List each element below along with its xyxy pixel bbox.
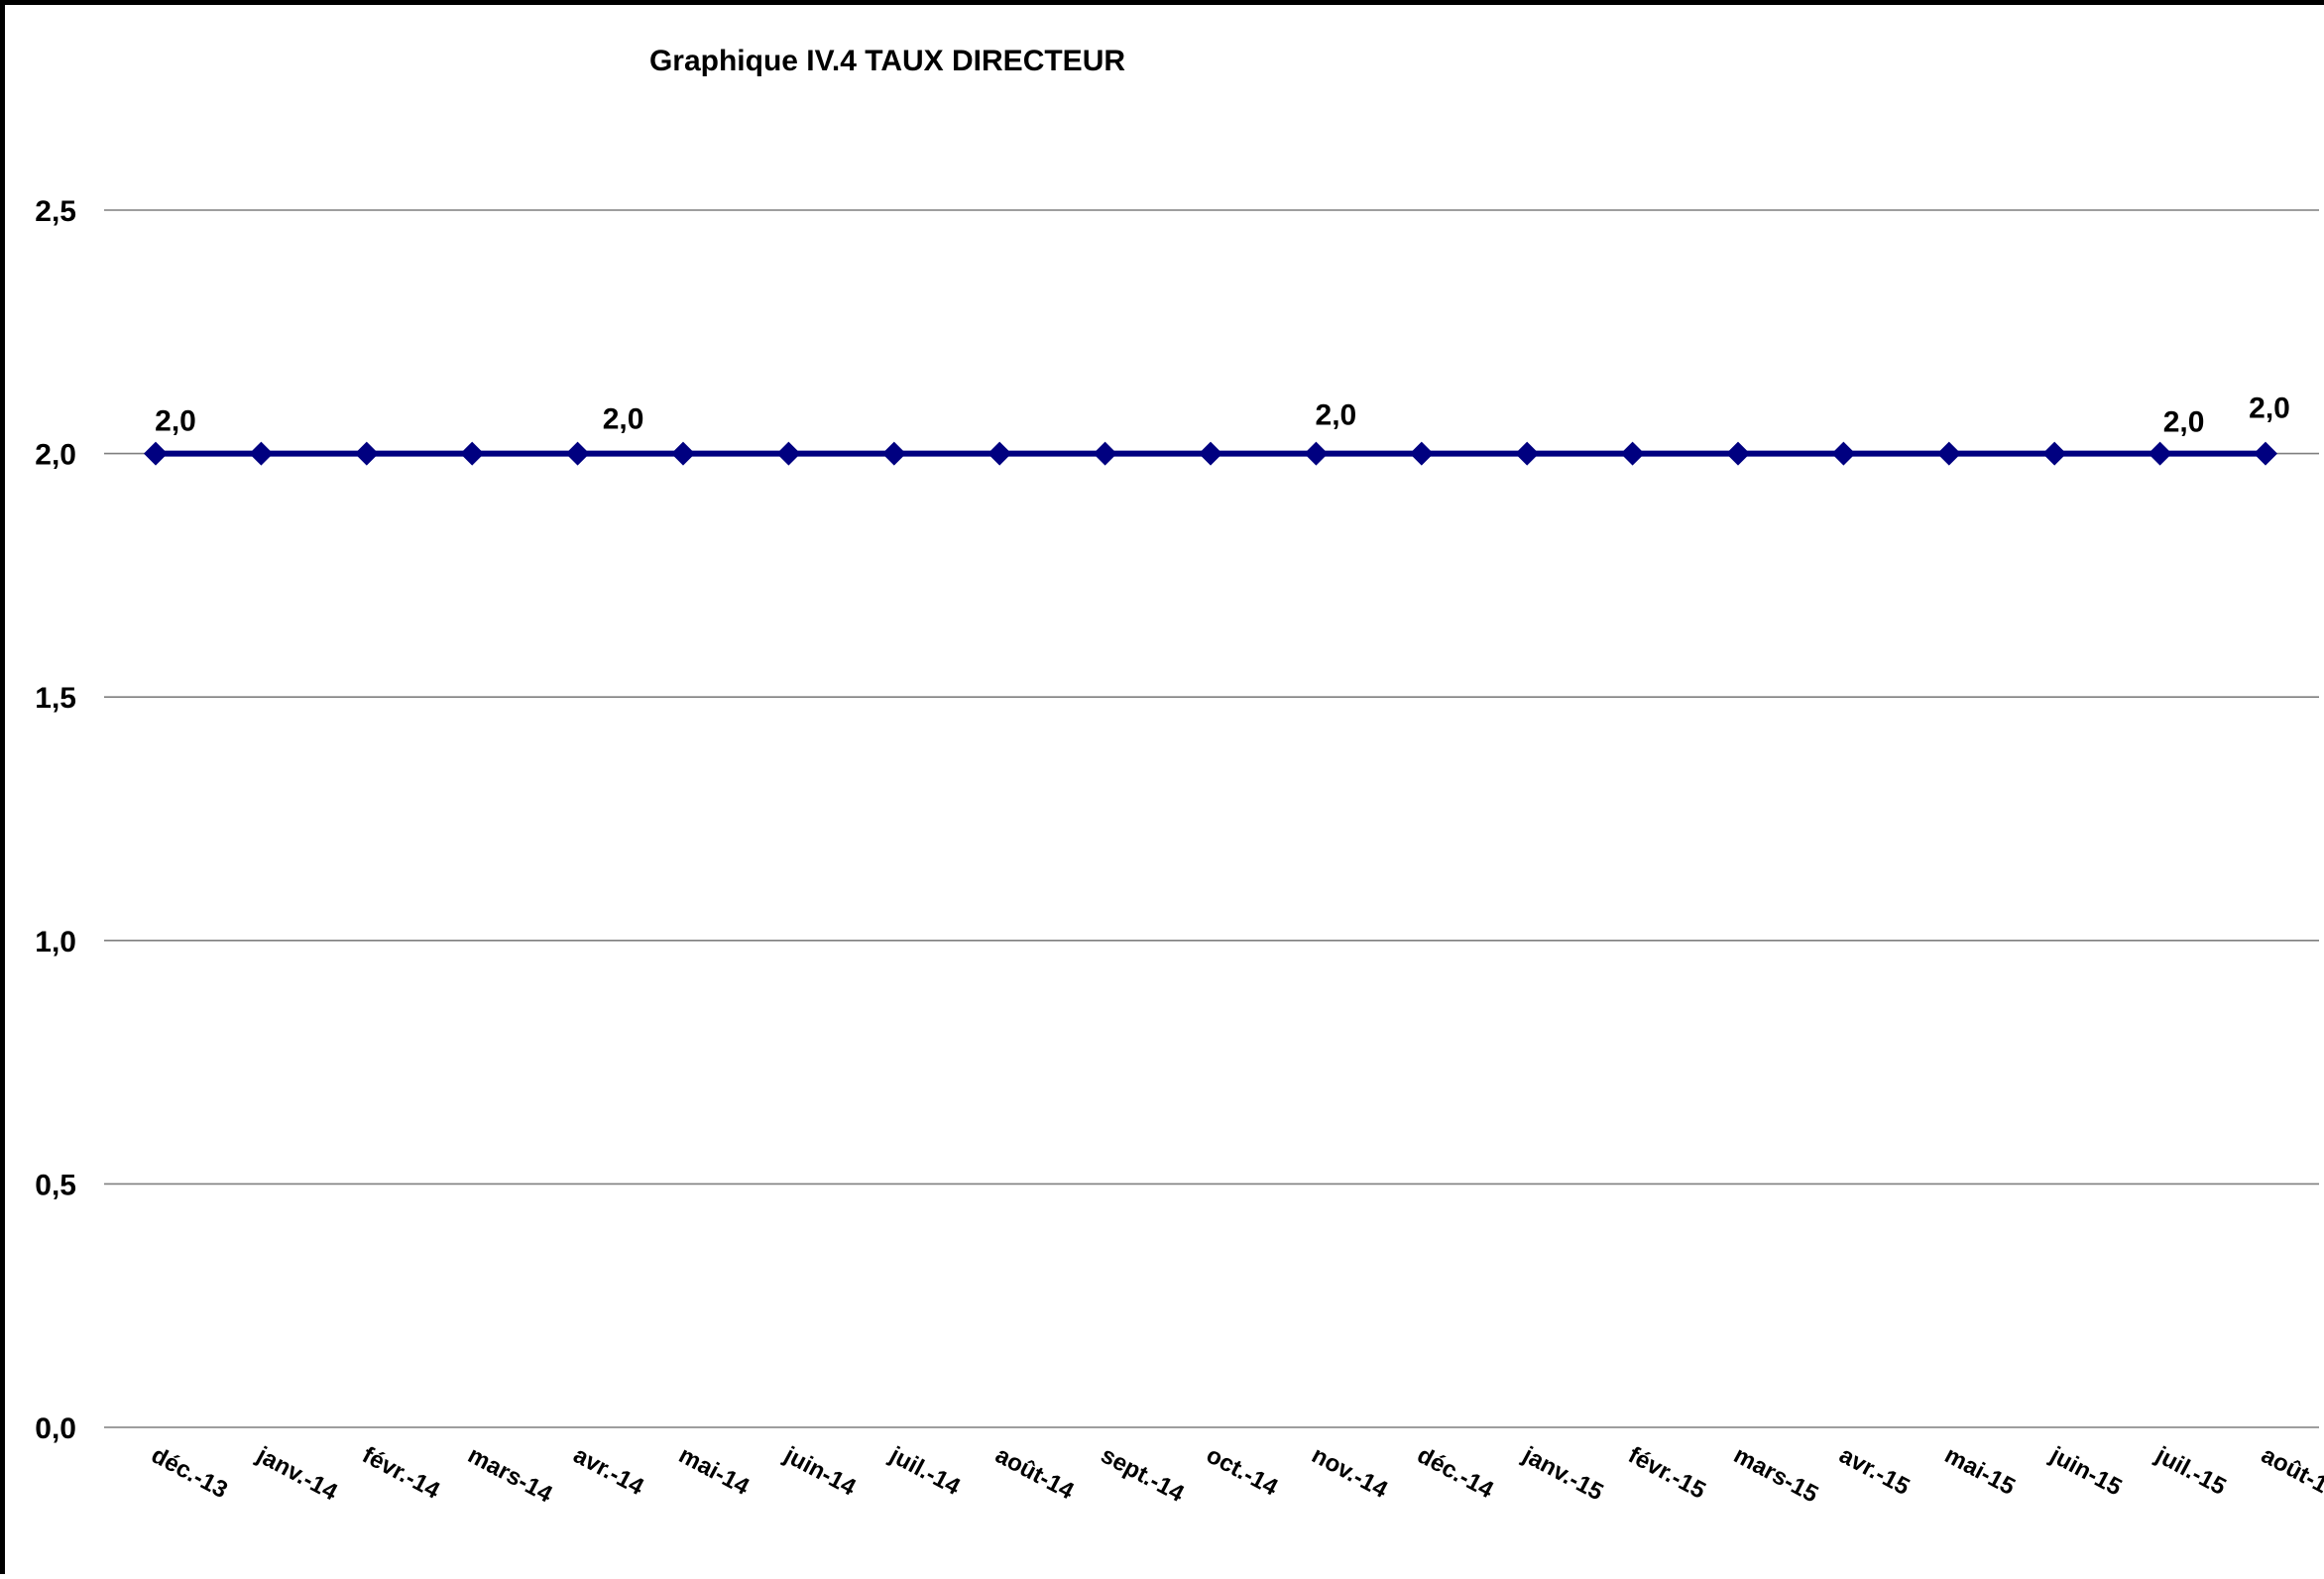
line-chart: Graphique IV.4 TAUX DIRECTEUR 0,0 0,5 1,0 1…: [35, 45, 2324, 1509]
x-tick-label: juil.-14: [884, 1441, 965, 1501]
data-point-marker: [565, 441, 590, 466]
data-point-marker: [1515, 441, 1540, 466]
data-point-marker: [1726, 441, 1750, 466]
data-point-marker: [1936, 441, 1961, 466]
x-tick-label: juin-14: [779, 1441, 861, 1502]
data-point-marker: [1304, 441, 1329, 466]
x-tick-label: août-15: [2257, 1441, 2324, 1505]
data-point-marker: [249, 441, 274, 466]
x-axis-ticks: déc.-13 janv.-14 févr.-14 mars-14 avr.-14 mai…: [147, 1441, 2324, 1509]
x-tick-label: sept.-14: [1097, 1441, 1189, 1508]
data-point-marker: [1620, 441, 1645, 466]
x-tick-label: janv.-14: [252, 1441, 342, 1507]
data-point-marker: [144, 441, 168, 466]
data-point-marker: [460, 441, 485, 466]
x-tick-label: avr.-15: [1835, 1441, 1915, 1501]
data-point-marker: [671, 441, 695, 466]
x-tick-label: mars-14: [463, 1441, 557, 1508]
data-label: 2,0: [155, 405, 196, 438]
x-tick-label: janv.-15: [1518, 1441, 1608, 1506]
y-axis-ticks: 0,0 0,5 1,0 1,5 2,0 2,5: [35, 195, 76, 1445]
data-labels: 2,0 2,0 2,0 2,0 2,0: [155, 393, 2290, 439]
x-tick-label: mars-15: [1729, 1441, 1822, 1508]
x-tick-label: mai-14: [674, 1441, 754, 1501]
y-tick-label: 0,0: [35, 1412, 76, 1445]
y-tick-label: 0,5: [35, 1169, 76, 1201]
x-tick-label: juin-15: [2045, 1441, 2127, 1502]
data-label: 2,0: [603, 403, 644, 436]
data-label: 2,0: [2163, 406, 2205, 439]
gridlines: [104, 209, 2319, 1428]
x-tick-label: déc.-13: [147, 1441, 232, 1504]
data-label: 2,0: [1316, 399, 1357, 432]
y-tick-label: 2,5: [35, 195, 76, 228]
x-tick-label: févr.-15: [1624, 1441, 1710, 1504]
y-tick-label: 1,0: [35, 926, 76, 959]
data-label: 2,0: [2249, 393, 2290, 425]
x-tick-label: août-14: [990, 1441, 1079, 1505]
y-tick-label: 2,0: [35, 439, 76, 472]
data-point-marker: [354, 441, 379, 466]
data-point-marker: [2254, 441, 2277, 466]
data-point-marker: [776, 441, 801, 466]
x-tick-label: mai-15: [1940, 1441, 2020, 1501]
data-point-marker: [1409, 441, 1434, 466]
x-tick-label: févr.-14: [358, 1441, 444, 1505]
x-tick-label: avr.-14: [569, 1441, 648, 1501]
data-point-marker: [881, 441, 906, 466]
data-point-marker: [1199, 441, 1222, 466]
data-point-marker: [2042, 441, 2067, 466]
data-point-marker: [1093, 441, 1117, 466]
x-tick-label: juil.-15: [2150, 1441, 2231, 1501]
x-tick-label: oct.-14: [1202, 1441, 1283, 1501]
x-tick-label: nov.-14: [1308, 1441, 1393, 1504]
data-point-marker: [988, 441, 1012, 466]
x-tick-label: déc.-14: [1413, 1441, 1498, 1504]
series-layer: [144, 441, 2277, 466]
data-point-marker: [1831, 441, 1856, 466]
y-tick-label: 1,5: [35, 682, 76, 715]
data-point-marker: [2148, 441, 2172, 466]
chart-title: Graphique IV.4 TAUX DIRECTEUR: [649, 45, 1125, 77]
